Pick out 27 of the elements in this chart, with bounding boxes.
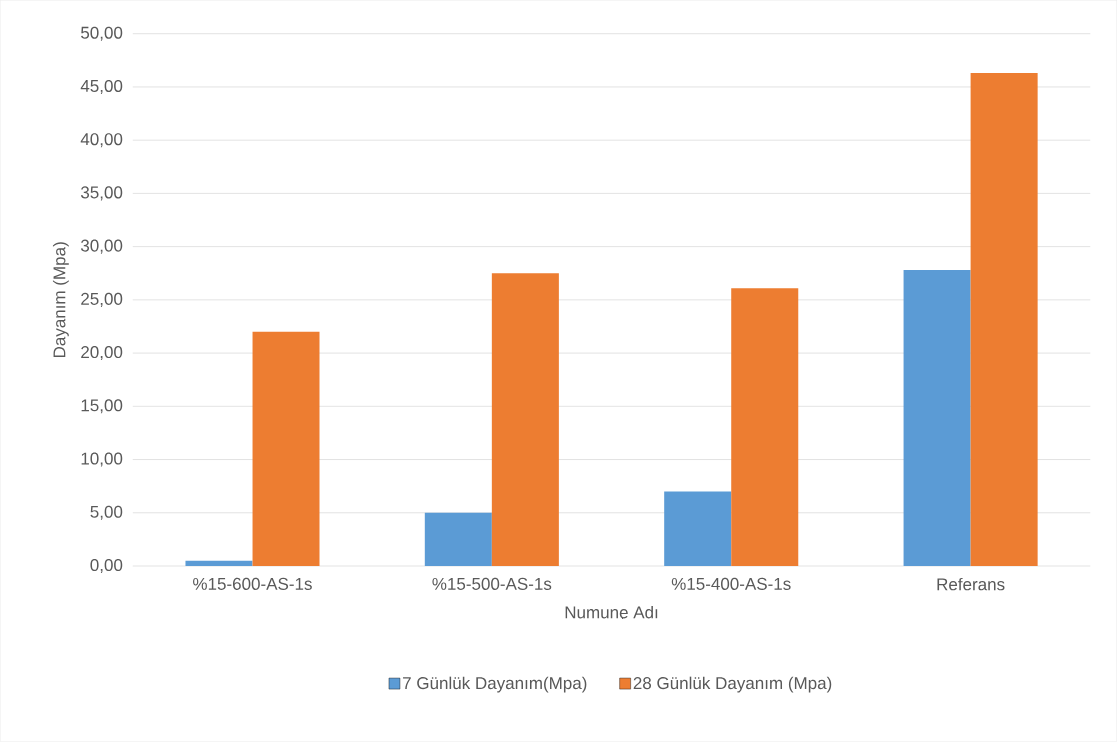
y-tick-label: 25,00 [81, 292, 123, 307]
x-axis-title: Numune Adı [565, 605, 658, 619]
legend-label: 28 Günlük Dayanım (Mpa) [633, 676, 832, 693]
legend-label: 7 Günlük Dayanım(Mpa) [403, 676, 587, 693]
y-tick-label: 20,00 [81, 346, 123, 361]
bar [731, 288, 799, 567]
bar [185, 560, 253, 567]
y-tick-label: 45,00 [80, 80, 123, 95]
y-tick-label: 50,00 [81, 26, 123, 41]
y-tick-label: 5,00 [90, 505, 123, 520]
x-tick-label: %15-500-AS-1s [432, 577, 552, 591]
bar [252, 331, 320, 567]
y-tick-label: 35,00 [80, 186, 123, 201]
x-tick-label: %15-400-AS-1s [671, 577, 791, 591]
y-tick-label: 30,00 [80, 239, 123, 254]
y-tick-label: 10,00 [81, 452, 123, 467]
y-tick-label: 15,00 [81, 399, 123, 414]
y-axis-title: Dayanım (Mpa) [52, 242, 69, 358]
bar [970, 73, 1038, 567]
bar [664, 491, 732, 567]
bar [491, 273, 559, 567]
y-tick-label: 0,00 [90, 559, 123, 574]
y-tick-label: 40,00 [80, 133, 123, 148]
x-tick-label: Referans [937, 577, 1005, 591]
bar [903, 270, 971, 567]
bar [424, 512, 492, 567]
x-tick-label: %15-600-AS-1s [193, 577, 312, 591]
